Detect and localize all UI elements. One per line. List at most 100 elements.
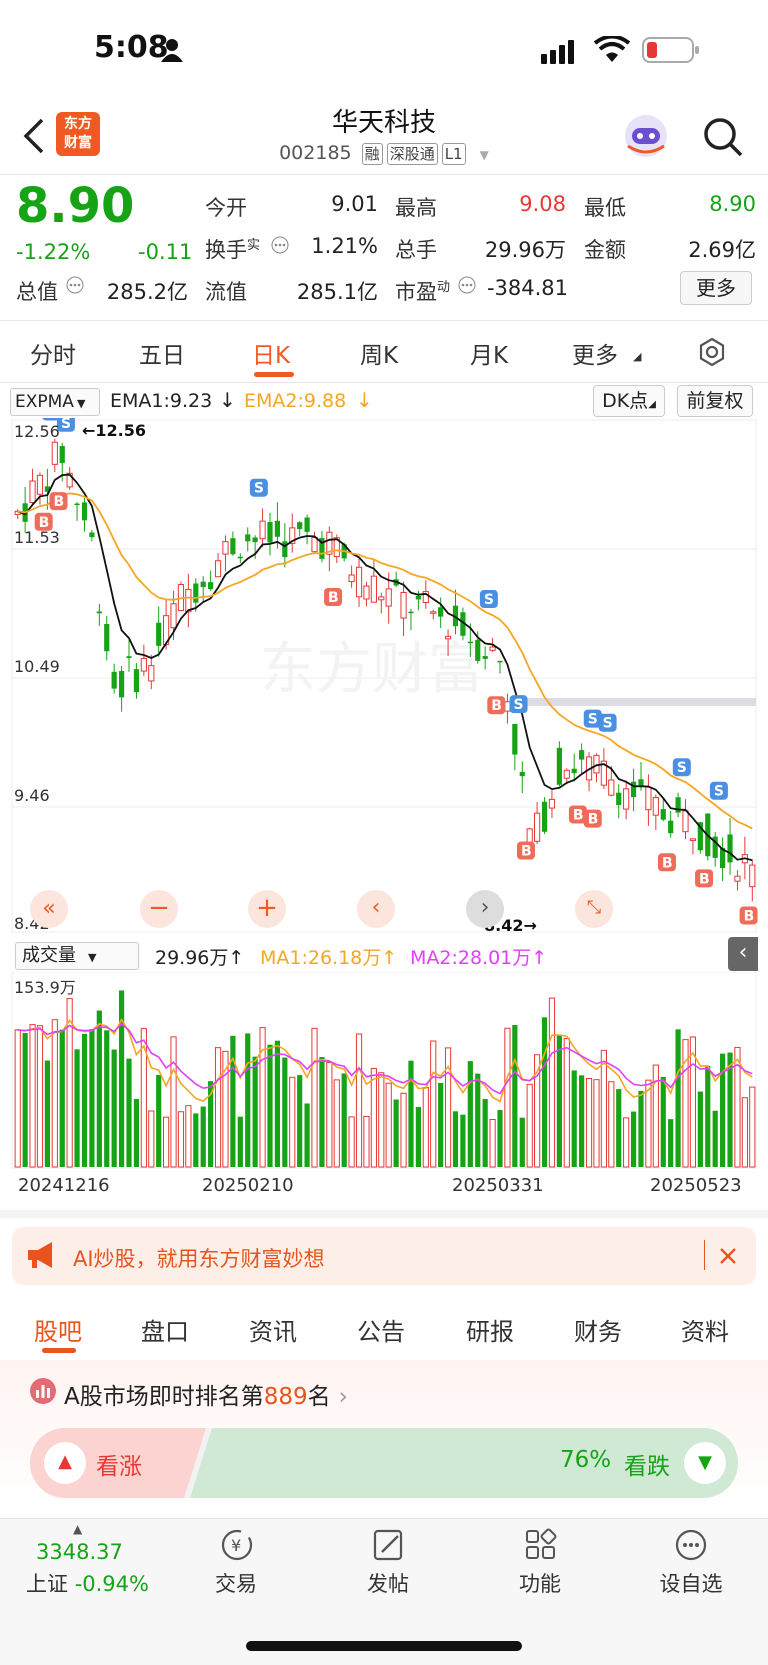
apps-grid-icon[interactable] [524,1528,558,1562]
volume-bar [59,1029,65,1167]
scroll-left-button[interactable]: ‹ [357,890,395,928]
adjust-button[interactable]: 前复权 [677,385,753,417]
float-label: 流值 [205,280,247,304]
pe-value: -384.81 [486,276,568,300]
zoom-in-button[interactable]: + [248,890,286,928]
high-value: 9.08 [519,192,566,216]
volume-bar [193,1113,199,1167]
volume-bar [214,1047,222,1168]
candlestick-chart[interactable]: 东方财富 BSBSSBSBSBSSBBSBSBB [0,418,768,934]
volume-bar [571,1070,577,1167]
more-dots-icon[interactable] [674,1528,708,1562]
more-quote-button[interactable]: 更多 [680,271,752,305]
dk-points-button[interactable]: DK点◢ [593,385,665,417]
volume-bar [341,1073,347,1167]
tab-weekly-k[interactable]: 周K [360,343,399,369]
bullish-button[interactable]: ▲ [44,1442,86,1484]
max-price-annotation: ←12.56 [82,421,147,440]
bearish-percent: 76% [560,1447,612,1473]
bs-signal-markers: BSBSSBSBSBSSBBSBSBB [34,418,758,925]
tab-profile[interactable]: 资料 [681,1318,729,1346]
bearish-button[interactable]: ▼ [684,1442,726,1484]
volume-bar [452,1111,459,1167]
ema1-label: EMA1:9.23 [110,390,213,412]
candle-body [333,537,340,558]
tab-intraday[interactable]: 分时 [30,343,76,369]
signal-letter: S [254,481,264,497]
search-icon[interactable] [702,116,744,158]
tab-more[interactable]: 更多 [572,343,618,369]
tab-order-book[interactable]: 盘口 [141,1318,189,1346]
tab-research[interactable]: 研报 [466,1318,514,1346]
candle-body [289,527,296,544]
nav-trade[interactable]: 交易 [215,1572,257,1596]
date-label-4: 20250523 [650,1175,742,1196]
price-axis-4: 9.46 [14,786,50,805]
tab-monthly-k[interactable]: 月K [470,343,509,369]
candle-body [512,723,518,755]
tab-announcements[interactable]: 公告 [357,1318,405,1346]
gear-icon[interactable] [697,337,727,367]
volume-indicator-select[interactable]: 成交量 ▼ [15,942,139,970]
volume-bar [460,1114,466,1167]
nav-add-watchlist[interactable]: 设自选 [659,1572,723,1596]
buy-signal-marker [34,512,53,531]
info-dots-icon[interactable] [271,236,289,254]
volume-bar [438,1082,444,1167]
candle-body [170,603,177,629]
nav-functions[interactable]: 功能 [519,1572,561,1596]
candle-body [59,446,65,463]
candle-body [319,538,325,559]
tab-five-day[interactable]: 五日 [139,343,185,369]
info-dots-icon[interactable] [66,276,84,294]
candle-body [600,760,607,786]
header-divider [0,174,768,175]
candle-body [504,701,511,712]
candle-body [96,611,102,614]
volume-bar [623,1117,630,1168]
volume-bar [230,1035,236,1167]
index-value[interactable]: 3348.37 [36,1540,123,1564]
volume-bar [444,1047,452,1168]
candle-body [156,622,162,646]
nav-post[interactable]: 发帖 [367,1572,409,1596]
dropdown-caret-icon[interactable]: ▼ [479,148,489,162]
tab-daily-k[interactable]: 日K [252,343,291,369]
tag-margin: 融 [361,143,383,165]
rewind-button[interactable]: « [30,890,68,928]
candle-body [727,834,733,863]
buy-signal-marker [739,906,758,925]
volume-bar [512,1024,518,1167]
candle-body [297,522,303,530]
tab-forum[interactable]: 股吧 [34,1318,82,1346]
index-row[interactable]: 上证 -0.94% [26,1572,149,1596]
tab-finance[interactable]: 财务 [574,1318,622,1346]
candle-body [193,583,199,603]
signal-letter: B [328,590,339,606]
close-icon[interactable] [718,1246,738,1266]
ema2-label: EMA2:9.88 [244,390,347,412]
back-icon[interactable] [22,118,46,154]
compose-icon[interactable] [372,1528,406,1562]
volume-bar [616,1089,622,1167]
candles-group [14,438,756,902]
rank-text[interactable]: A股市场即时排名第889名 › [64,1384,348,1410]
info-dots-icon[interactable] [458,276,476,294]
ai-banner[interactable] [12,1227,756,1285]
tab-news[interactable]: 资讯 [249,1318,297,1346]
scroll-right-button[interactable]: › [466,890,504,928]
fullscreen-button[interactable]: ⤡ [575,890,613,928]
robot-assistant-icon[interactable] [622,112,670,160]
collapse-panel-button[interactable]: ‹ [728,937,758,971]
candle-body [408,611,414,614]
candle-body [571,768,577,774]
indicator-select[interactable]: EXPMA ▼ [10,388,100,416]
person-icon [161,39,183,62]
low-label: 最低 [584,196,626,220]
volume-bar [712,1110,718,1167]
candle-body [526,828,533,843]
zoom-out-button[interactable]: − [140,890,178,928]
buy-signal-marker [49,492,68,511]
trade-yen-icon[interactable]: ¥ [219,1528,255,1562]
volume-bar [177,1111,185,1168]
